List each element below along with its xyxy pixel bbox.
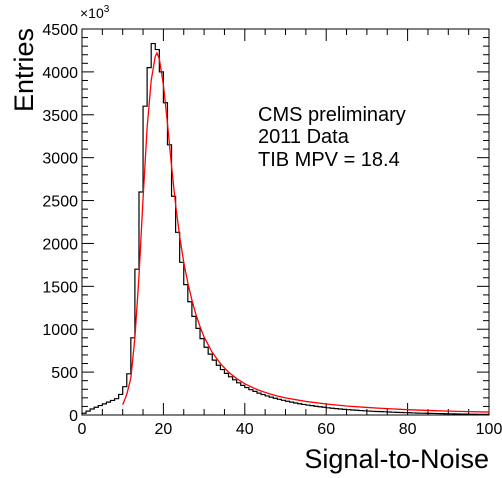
y-multiplier: ×103: [80, 4, 110, 21]
y-tick-label: 4000: [42, 65, 78, 82]
y-tick-label: 4500: [42, 22, 78, 39]
x-tick-label: 60: [317, 421, 335, 438]
y-tick-label: 1000: [42, 322, 78, 339]
y-multiplier-base: ×10: [80, 5, 104, 21]
y-axis-title: Entries: [9, 28, 39, 112]
x-axis-ticks: 0 20 40 60 80 100: [78, 29, 502, 438]
annotation-experiment: CMS preliminary: [258, 104, 406, 126]
y-tick-label: 1500: [42, 279, 78, 296]
y-tick-label: 3000: [42, 151, 78, 168]
x-axis-title: Signal-to-Noise: [304, 444, 489, 474]
x-tick-label: 20: [155, 421, 173, 438]
y-tick-label: 3500: [42, 108, 78, 125]
x-tick-label: 0: [78, 421, 87, 438]
plot-frame: [81, 28, 490, 416]
x-tick-label: 80: [399, 421, 417, 438]
y-multiplier-exponent: 3: [104, 4, 110, 15]
y-tick-label: 2000: [42, 236, 78, 253]
fit-curve: [122, 51, 490, 413]
x-tick-label: 100: [476, 421, 502, 438]
annotation-dataset: 2011 Data: [258, 126, 350, 148]
x-tick-label: 40: [236, 421, 254, 438]
histogram-series: [81, 42, 489, 415]
y-tick-label: 0: [69, 408, 78, 425]
y-tick-label: 2500: [42, 194, 78, 211]
annotation-mpv: TIB MPV = 18.4: [258, 149, 400, 171]
y-tick-label: 500: [51, 365, 78, 382]
y-axis-ticks: 0 500 1000 1500 2000 2500 3000 3500 4000 4500: [42, 22, 489, 425]
